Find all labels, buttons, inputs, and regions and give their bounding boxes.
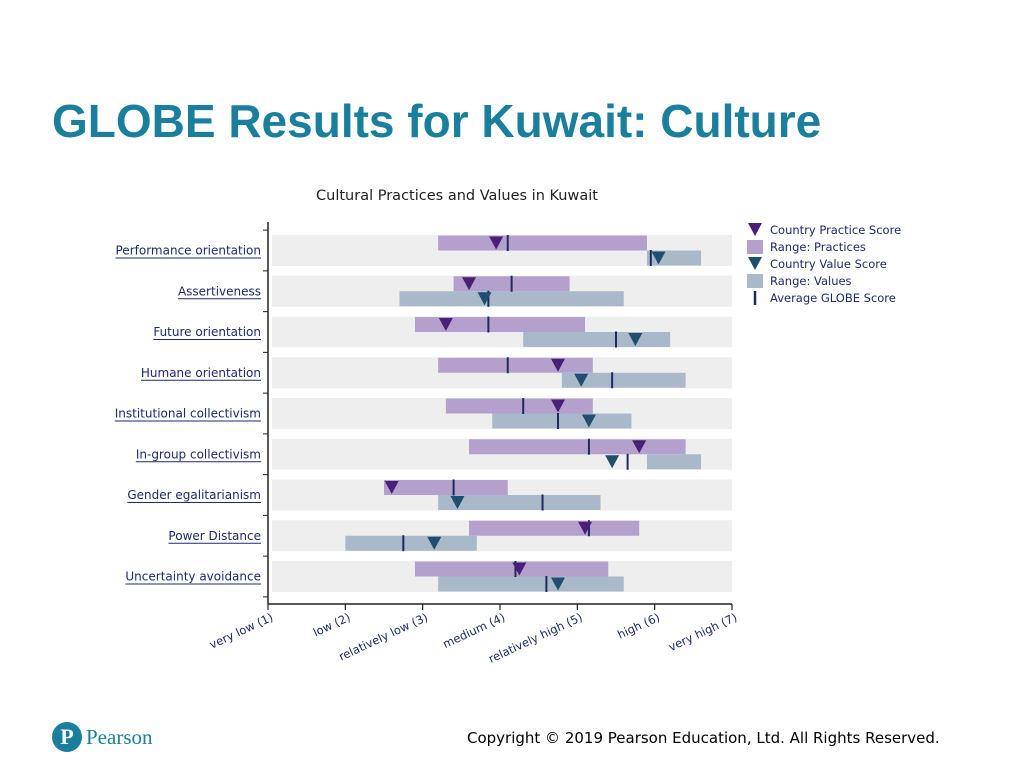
practice-score-marker: [438, 318, 453, 331]
practice-range-bar: [445, 398, 593, 414]
legend-practice-range-swatch: [747, 240, 763, 254]
category-label: Uncertainty avoidance: [125, 570, 261, 584]
value-range-bar: [523, 332, 671, 347]
pearson-logo-icon: P: [52, 722, 82, 752]
practice-range-bar: [414, 561, 609, 577]
legend-label: Country Practice Score: [770, 223, 901, 237]
x-tick-label: very low (1): [207, 610, 275, 652]
pearson-logo-wordmark: Pearson: [86, 725, 153, 749]
category-label: Power Distance: [168, 529, 261, 543]
value-score-marker: [574, 373, 589, 387]
practice-score-marker: [489, 236, 504, 250]
category-label: Performance orientation: [116, 244, 262, 258]
x-tick-label: very high (7): [666, 610, 739, 654]
practice-range-bar: [469, 439, 686, 455]
practice-range-bar: [438, 357, 593, 373]
value-range-bar: [561, 372, 686, 388]
practice-score-marker: [462, 277, 477, 291]
category-label: Future orientation: [153, 325, 261, 339]
value-score-marker: [651, 251, 666, 265]
category-label: Institutional collectivism: [115, 407, 261, 421]
x-tick-label: low (2): [311, 610, 353, 639]
x-tick-label: medium (4): [440, 610, 507, 651]
value-score-marker: [605, 455, 620, 469]
x-tick-label: high (6): [615, 610, 662, 642]
practice-range-bar: [438, 235, 647, 251]
category-label: Humane orientation: [141, 366, 261, 380]
value-score-marker: [477, 292, 492, 306]
value-range-bar: [438, 576, 624, 592]
copyright-notice: Copyright © 2019 Pearson Education, Ltd.…: [467, 729, 940, 747]
category-label: In-group collectivism: [136, 447, 261, 461]
practice-range-bar: [414, 317, 586, 332]
practice-score-marker: [551, 358, 565, 372]
category-label: Assertiveness: [178, 284, 261, 298]
value-score-marker: [427, 536, 442, 550]
value-range-bar: [399, 291, 624, 307]
x-tick-label: relatively low (3): [336, 610, 429, 664]
practice-score-marker: [512, 562, 527, 576]
value-score-marker: [628, 333, 643, 346]
slide-title: GLOBE Results for Kuwait: Culture: [52, 95, 822, 147]
practice-score-marker: [551, 399, 565, 413]
legend-label: Average GLOBE Score: [770, 291, 896, 305]
legend-value-range-swatch: [747, 274, 763, 288]
value-range-bar: [492, 413, 632, 429]
category-label: Gender egalitarianism: [127, 488, 261, 502]
practice-score-marker: [632, 440, 647, 454]
practice-range-bar: [469, 520, 640, 536]
practice-range-bar: [384, 480, 508, 495]
value-score-marker: [450, 496, 465, 509]
legend-label: Range: Values: [770, 274, 852, 288]
practice-score-marker: [384, 481, 399, 494]
value-range-bar: [646, 454, 702, 470]
chart-title: Cultural Practices and Values in Kuwait: [316, 188, 598, 204]
pearson-logo: P Pearson: [52, 722, 192, 756]
value-score-marker: [581, 414, 596, 428]
legend-value-score-icon: [748, 257, 762, 270]
value-range-bar: [438, 495, 601, 510]
legend-label: Range: Practices: [770, 240, 866, 254]
legend-label: Country Value Score: [770, 257, 887, 271]
practice-score-marker: [578, 521, 593, 535]
legend-practice-score-icon: [748, 223, 762, 236]
value-score-marker: [551, 577, 565, 591]
value-range-bar: [345, 535, 477, 551]
